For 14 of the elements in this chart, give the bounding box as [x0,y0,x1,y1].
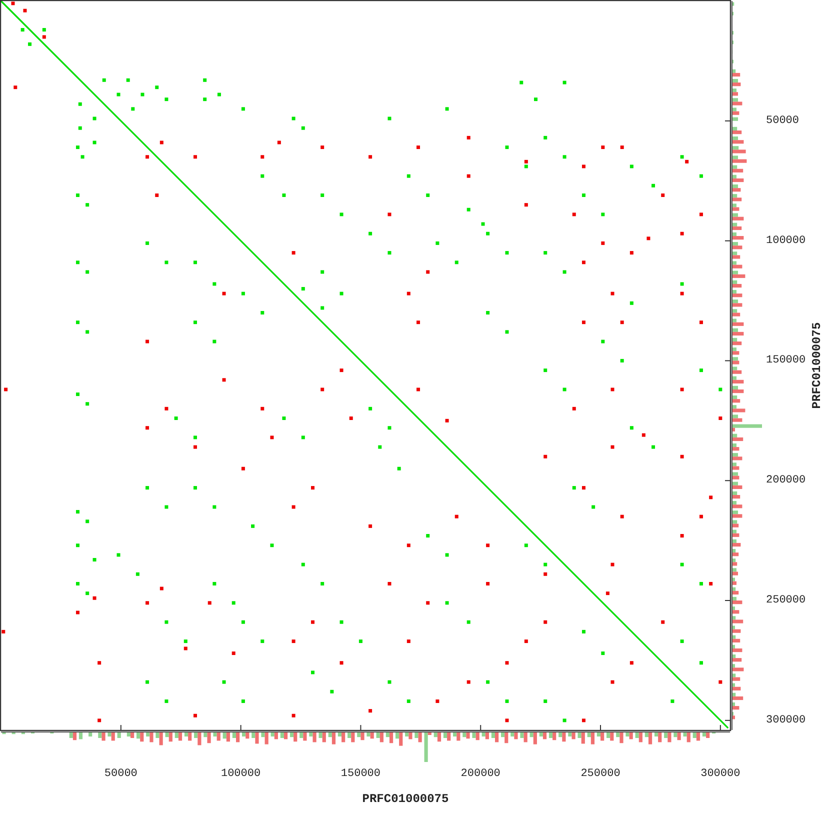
y-tick-label: 150000 [766,354,806,367]
x-tick-label: 150000 [340,768,381,780]
y-tick-label: 200000 [766,474,806,487]
y-tick-label: 250000 [766,594,806,607]
x-axis-title: PRFC01000075 [362,792,449,806]
x-tick-label: 300000 [700,768,740,780]
x-tick-label: 50000 [104,768,138,780]
x-tick-label: 200000 [460,768,500,780]
y-tick-label: 300000 [766,714,806,726]
y-axis-title: PRFC01000075 [810,322,824,409]
y-tick-label: 50000 [766,114,800,127]
x-tick-label: 100000 [221,768,261,780]
y-tick-label: 100000 [766,234,806,247]
x-tick-label: 250000 [580,768,620,780]
